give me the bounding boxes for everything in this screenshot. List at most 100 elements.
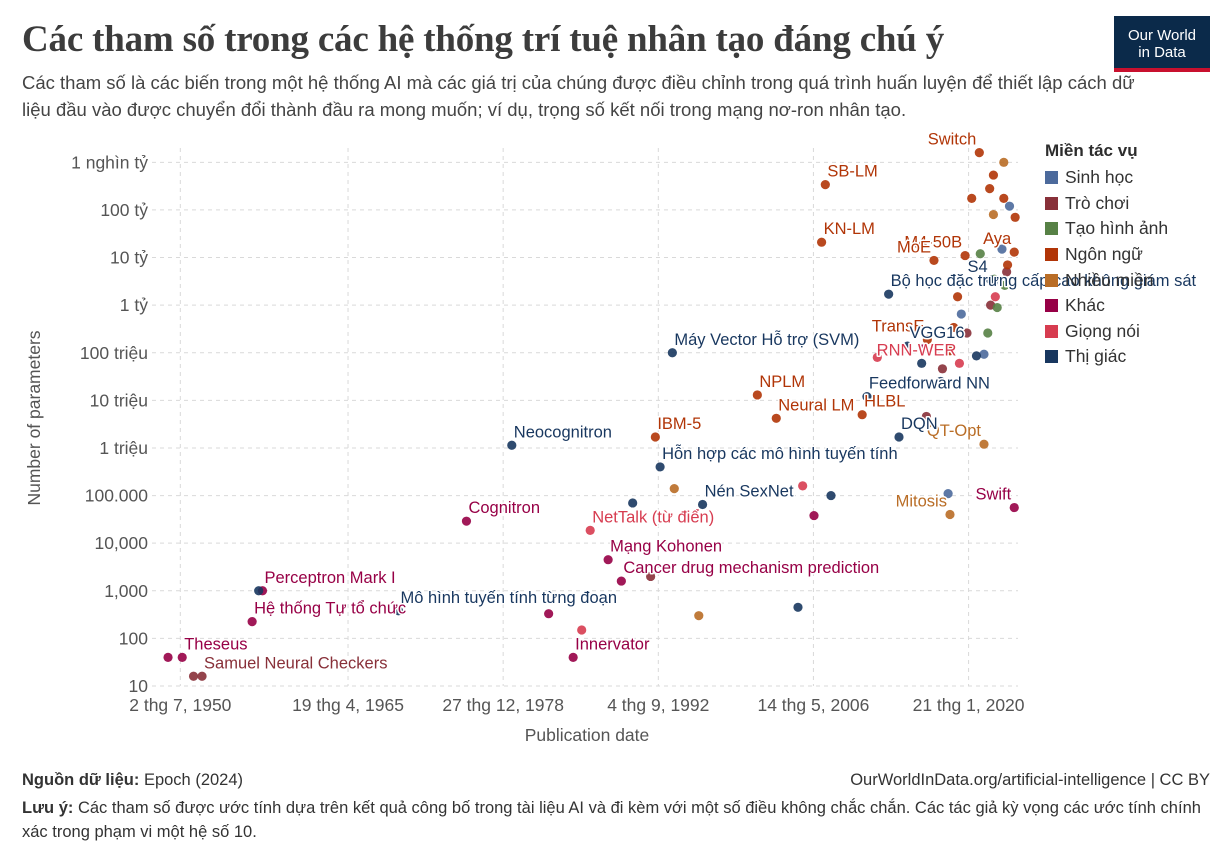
data-points [163,148,1020,681]
data-point-khac[interactable] [616,576,626,586]
data-point-sinh-hoc[interactable] [979,349,989,359]
data-point-sinh-hoc[interactable] [956,309,966,319]
data-point-nhieu-mien[interactable] [979,439,989,449]
y-tick-label: 1 tỷ [120,295,148,315]
legend-swatch [1045,324,1058,338]
data-point-tro-choi[interactable] [1002,267,1012,277]
data-point-khac[interactable] [568,652,578,662]
data-point-sinh-hoc[interactable] [997,244,1007,254]
data-point-thi-giac[interactable] [902,341,913,351]
data-point-tro-choi[interactable] [646,571,656,582]
data-point-nhieu-mien[interactable] [694,611,704,621]
data-point-ngon-ngu[interactable] [985,184,995,194]
data-point-thi-giac[interactable] [935,376,946,387]
legend-item-giong-noi[interactable]: Giọng nói [1045,319,1168,345]
point-label-samuel-neural-checkers: Samuel Neural Checkers [204,654,387,672]
data-point-tao-hinh-anh[interactable] [983,328,993,338]
data-point-khac[interactable] [809,510,819,521]
data-point-giong-noi[interactable] [990,292,1000,302]
data-point-giong-noi[interactable] [577,625,587,635]
source-text[interactable]: Epoch (2024) [143,771,244,789]
data-point-ngon-ngu[interactable] [952,292,963,302]
legend-item-ngon-ngu[interactable]: Ngôn ngữ [1045,242,1168,268]
data-point-giong-noi[interactable] [954,358,965,368]
data-point-khac[interactable] [918,344,928,354]
data-point-thi-giac[interactable] [655,462,665,472]
legend-item-khac[interactable]: Khác [1045,293,1168,319]
data-point-khac[interactable] [247,617,257,627]
data-point-ngon-ngu[interactable] [857,410,867,420]
data-point-ngon-ngu[interactable] [752,390,762,400]
data-point-khac[interactable] [177,652,187,662]
point-label-hlbl: HLBL [864,393,905,411]
data-point-sinh-hoc[interactable] [943,489,953,499]
data-point-ngon-ngu[interactable] [922,334,932,345]
point-label-s4: S4 [967,258,987,276]
data-point-nhieu-mien[interactable] [988,209,999,220]
data-point-ngon-ngu[interactable] [974,148,984,158]
data-point-thi-giac[interactable] [884,289,894,299]
data-point-nhieu-mien[interactable] [669,484,679,494]
data-point-giong-noi[interactable] [872,352,882,362]
data-point-tro-choi[interactable] [197,671,207,681]
data-point-khac[interactable] [603,555,613,565]
data-point-thi-giac[interactable] [254,586,264,596]
point-label-sb-lm: SB-LM [827,163,877,181]
data-point-thi-giac[interactable] [862,391,872,402]
data-point-thi-giac[interactable] [507,440,517,450]
data-point-ngon-ngu[interactable] [816,237,827,247]
y-tick-label: 100.000 [85,486,149,506]
legend-item-tao-hinh-anh[interactable]: Tạo hình ảnh [1045,216,1168,242]
data-point-thi-giac[interactable] [894,432,904,442]
legend-item-sinh-hoc[interactable]: Sinh học [1045,165,1168,191]
data-point-nhieu-mien[interactable] [945,509,955,520]
data-point-ngon-ngu[interactable] [999,193,1009,203]
data-point-khac[interactable] [1009,502,1019,513]
data-point-thi-giac[interactable] [667,348,677,358]
data-point-tro-choi[interactable] [921,411,931,422]
data-point-nhieu-mien[interactable] [999,157,1009,167]
data-point-thi-giac[interactable] [986,275,996,285]
data-point-thi-giac[interactable] [628,498,638,508]
data-point-tro-choi[interactable] [962,328,972,338]
legend-swatch [1045,273,1058,287]
chart-title: Các tham số trong các hệ thống trí tuệ n… [22,19,945,60]
x-tick-label: 2 thg 7, 1950 [129,695,231,715]
data-point-thi-giac[interactable] [971,351,982,361]
data-point-thi-giac[interactable] [917,358,927,368]
data-point-khac[interactable] [544,609,554,619]
data-point-ngon-ngu[interactable] [820,180,830,190]
data-point-ngon-ngu[interactable] [929,255,939,266]
data-point-tro-choi[interactable] [937,364,948,374]
credit-link[interactable]: OurWorldInData.org/artificial-intelligen… [850,771,1210,789]
data-point-thi-giac[interactable] [793,602,803,612]
data-point-sinh-hoc[interactable] [1004,201,1015,211]
data-point-ngon-ngu[interactable] [771,413,781,423]
data-point-ngon-ngu[interactable] [650,432,660,442]
data-point-giong-noi[interactable] [798,481,808,491]
data-point-ngon-ngu[interactable] [1010,212,1020,222]
data-point-thi-giac[interactable] [826,490,836,501]
data-point-ngon-ngu[interactable] [967,193,977,203]
x-axis-title: Publication date [525,725,650,745]
data-point-ngon-ngu[interactable] [988,170,999,180]
data-point-tao-hinh-anh[interactable] [1000,280,1010,290]
legend-item-nhieu-mien[interactable]: Nhiều miền [1045,267,1168,293]
data-point-ngon-ngu[interactable] [960,250,970,261]
legend-item-tro-choi[interactable]: Trò chơi [1045,191,1168,217]
data-point-ngon-ngu[interactable] [1009,247,1019,257]
data-point-tao-hinh-anh[interactable] [975,249,985,259]
data-point-ngon-ngu[interactable] [1002,260,1013,270]
data-point-khac[interactable] [461,516,472,526]
data-point-thi-giac[interactable] [393,606,404,616]
legend-swatch [1045,222,1058,236]
data-point-ngon-ngu[interactable] [945,346,955,356]
data-point-tao-hinh-anh[interactable] [992,302,1002,313]
data-point-giong-noi[interactable] [585,525,595,535]
data-point-thi-giac[interactable] [697,499,708,510]
data-point-tro-choi[interactable] [188,671,199,681]
data-point-khac[interactable] [163,652,173,662]
legend-item-thi-giac[interactable]: Thị giác [1045,344,1168,370]
owid-logo[interactable]: Our World in Data [1114,16,1210,72]
data-point-ngon-ngu[interactable] [949,322,959,333]
